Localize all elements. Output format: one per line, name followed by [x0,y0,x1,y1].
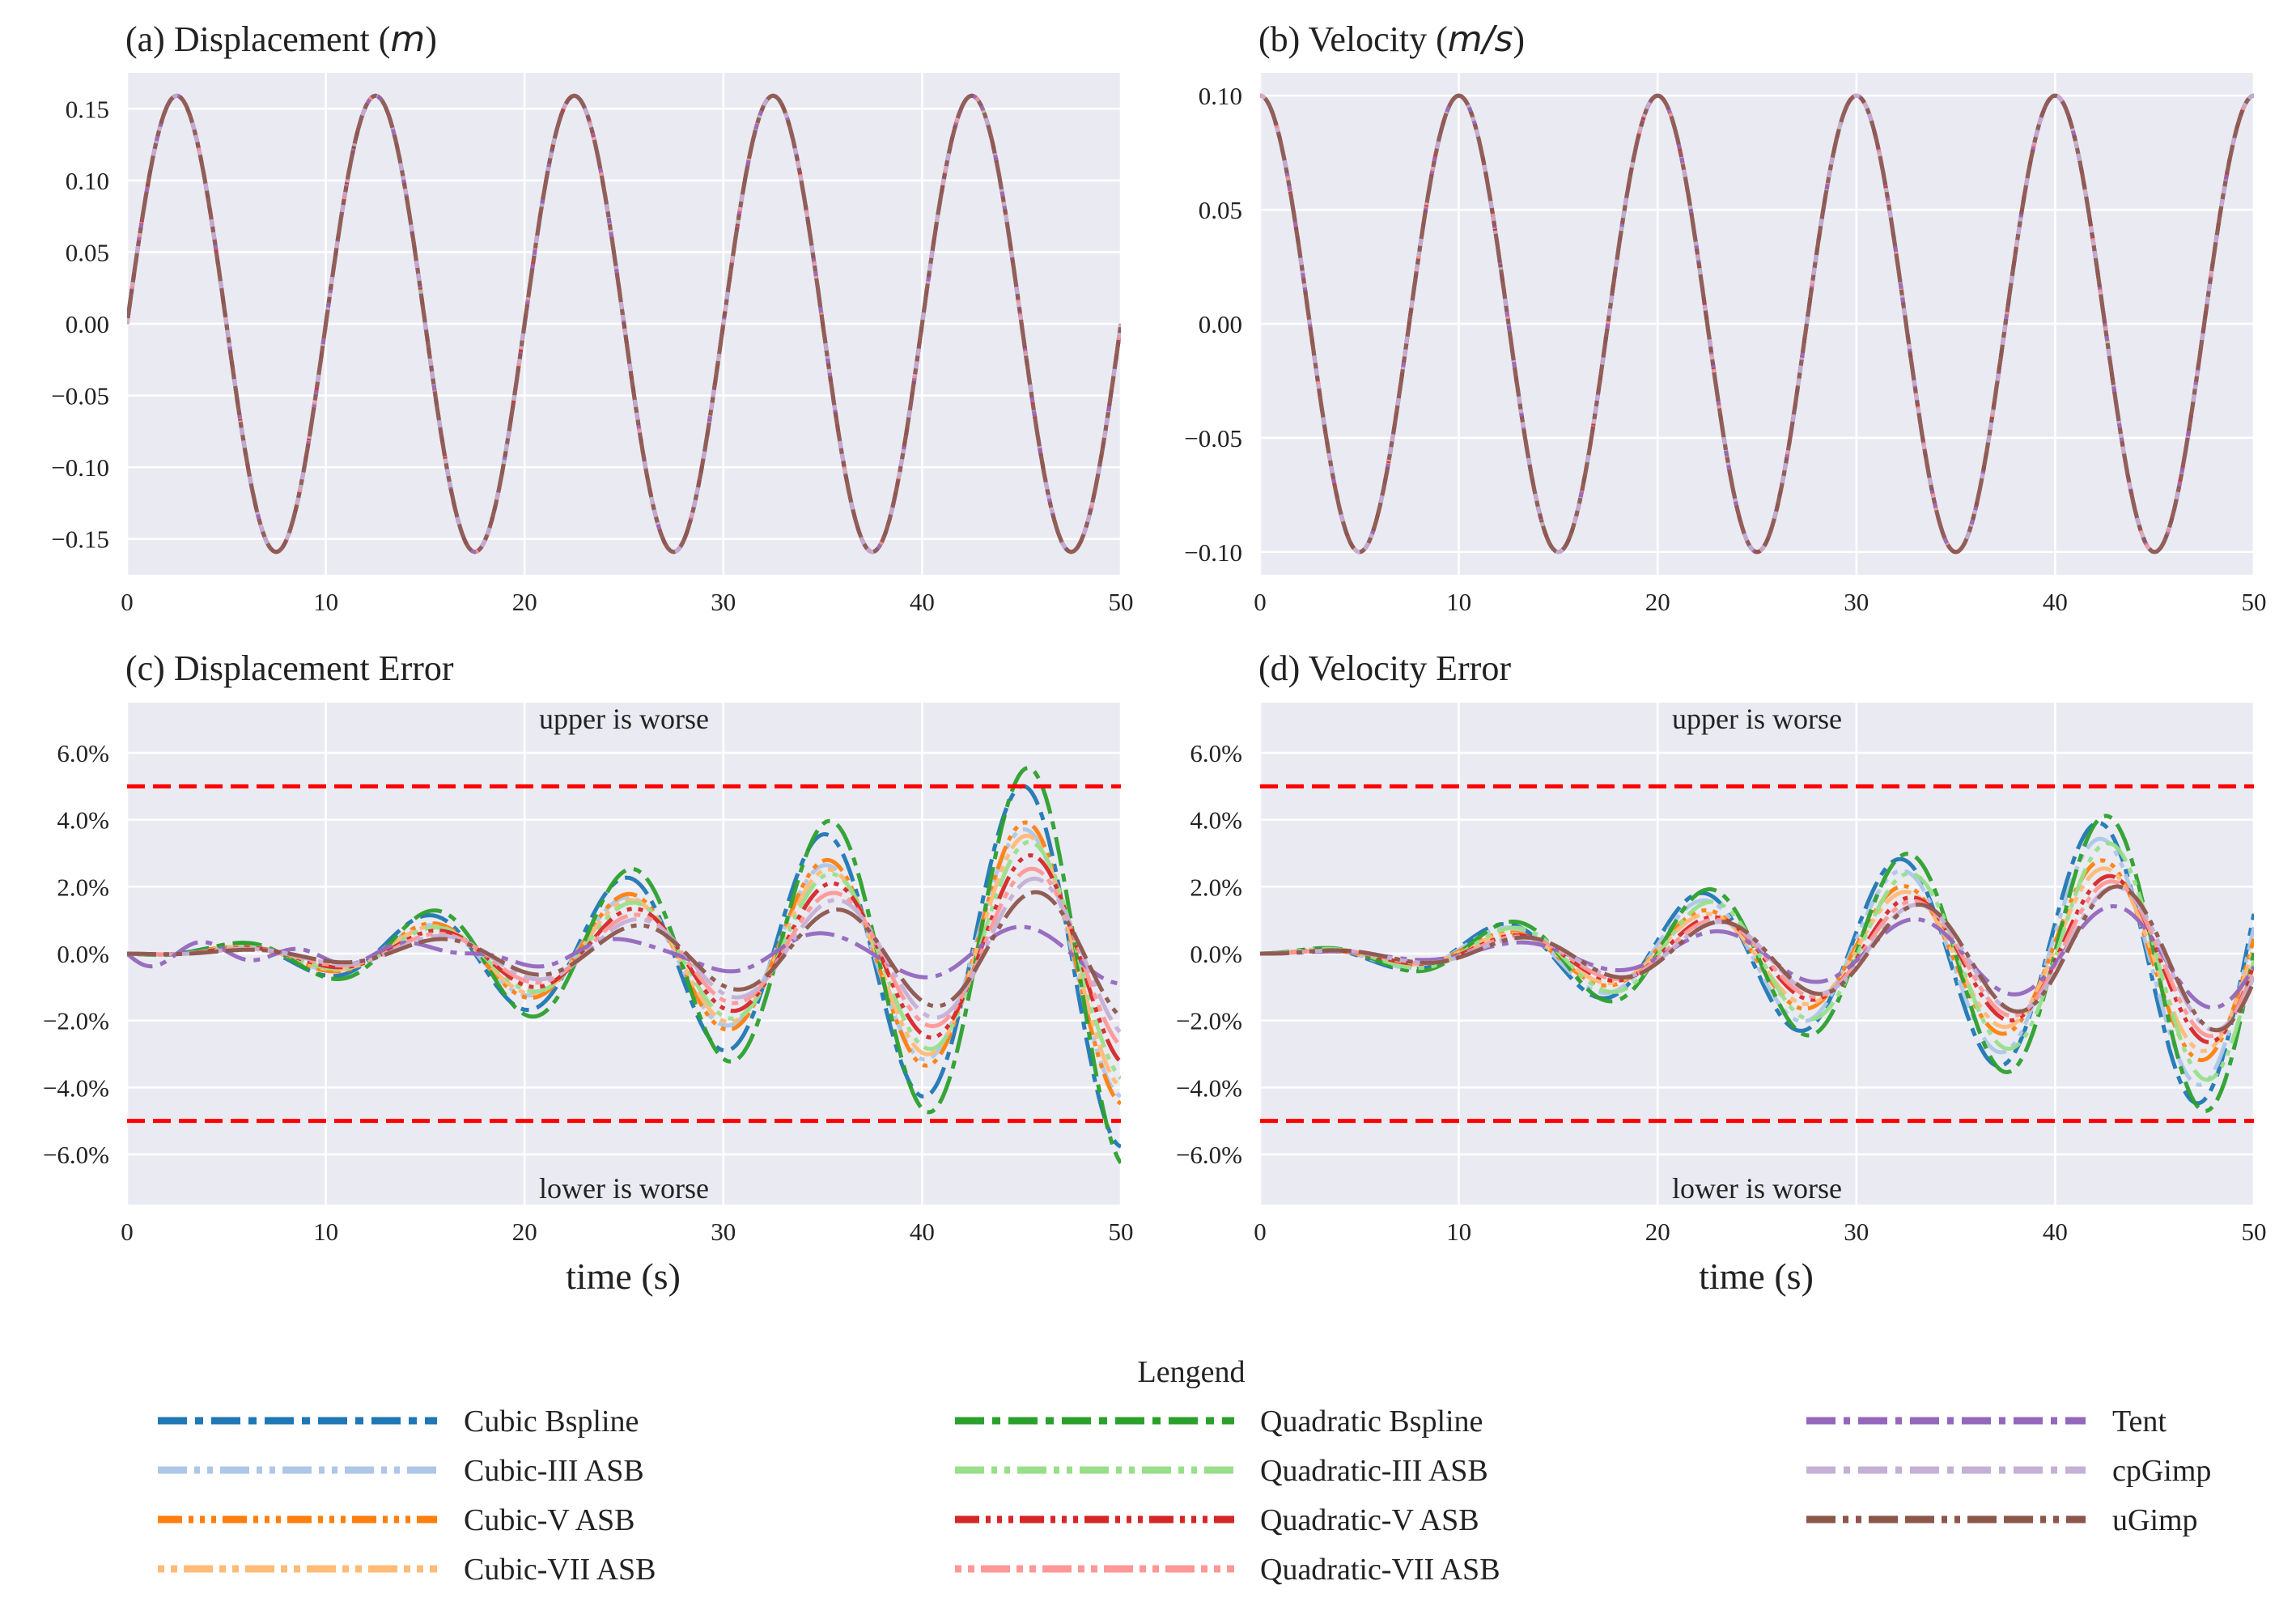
series-line-4 [1260,814,2254,1113]
y-tick-label: 0.00 [1199,310,1242,338]
panel-a-title: (a) Displacement (m) [125,19,437,60]
x-tick-label: 40 [2043,588,2068,616]
y-tick-label: 0.0% [57,940,109,968]
x-tick-label: 20 [1645,1218,1670,1246]
x-tick-label: 10 [1446,588,1471,616]
x-tick-label: 0 [1254,588,1267,616]
series-line-10 [1260,93,2254,555]
x-tick-label: 20 [512,588,537,616]
y-tick-label: −0.10 [51,453,109,482]
x-tick-label: 30 [711,1218,736,1246]
panel-d-title: (d) Velocity Error [1258,648,1511,688]
panel-c-displacement-error: 0 10 20 30 40 50 6.0% 4.0% 2.0% 0.0% −2.0% −4.0% −6.… [43,703,1134,1246]
legend-label: Tent [2112,1405,2167,1439]
y-tick-label: −6.0% [43,1141,109,1169]
panel-d-xlabel: time (s) [1699,1256,1814,1297]
x-tick-label: 40 [910,1218,935,1246]
series-line-1 [1260,836,2254,1087]
y-tick-label: −0.15 [51,525,109,554]
x-tick-label: 30 [711,588,736,616]
y-tick-label: 4.0% [1190,806,1242,835]
x-tick-label: 50 [1109,588,1134,616]
panel-c-xlabel: time (s) [566,1256,681,1297]
series-line-2 [127,820,1121,1106]
y-tick-label: −0.05 [1184,424,1242,453]
series-line-8 [1260,904,2254,1010]
x-tick-label: 0 [1254,1218,1267,1246]
series-line-10 [127,93,1121,555]
lower-note: lower is worse [539,1172,709,1205]
y-tick-label: −4.0% [1176,1073,1242,1102]
series-line-4 [127,766,1121,1165]
series-line-0 [1260,820,2254,1106]
x-tick-label: 20 [1645,588,1670,616]
legend-label: uGimp [2112,1503,2198,1537]
panel-d-velocity-error: 0 10 20 30 40 50 6.0% 4.0% 2.0% 0.0% −2.0% −4.0% −6.… [1176,703,2267,1246]
y-tick-label: 6.0% [57,739,109,767]
x-tick-label: 50 [1109,1218,1134,1246]
y-tick-label: 6.0% [1190,739,1242,767]
x-tick-label: 0 [121,1218,134,1246]
legend-label: Cubic-III ASB [464,1454,644,1488]
upper-note: upper is worse [1672,703,1842,735]
x-tick-label: 10 [313,1218,338,1246]
panel-c-title: (c) Displacement Error [125,648,454,688]
x-tick-label: 10 [313,588,338,616]
y-tick-label: 0.05 [66,238,109,266]
x-tick-label: 0 [121,588,134,616]
series-line-6 [127,853,1121,1064]
series-line-8 [127,924,1121,986]
y-tick-label: 2.0% [57,873,109,901]
legend-label: Quadratic-III ASB [1260,1454,1488,1488]
x-tick-label: 10 [1446,1218,1471,1246]
legend-label: Cubic-V ASB [464,1503,635,1537]
y-tick-label: 4.0% [57,806,109,835]
x-tick-label: 50 [2242,1218,2267,1246]
y-tick-label: −6.0% [1176,1141,1242,1169]
legend: Cubic Bspline Cubic-III ASB Cubic-V ASB Cub… [158,1405,2211,1587]
x-tick-label: 50 [2242,588,2267,616]
panel-d-series [1260,814,2254,1113]
y-tick-label: 0.10 [66,167,109,195]
y-tick-label: 0.00 [66,310,109,338]
legend-label: cpGimp [2112,1454,2211,1488]
x-tick-label: 30 [1844,588,1869,616]
series-line-2 [1260,858,2254,1063]
y-tick-label: 0.15 [66,95,109,123]
legend-label: Cubic Bspline [464,1405,639,1439]
x-tick-label: 40 [910,588,935,616]
x-tick-label: 40 [2043,1218,2068,1246]
panel-b-velocity: 0 10 20 30 40 50 0.10 0.05 0.00 −0.05 −0.10 [1184,73,2267,616]
y-tick-label: 2.0% [1190,873,1242,901]
legend-title: Lengend [1138,1355,1246,1389]
panel-b-title: (b) Velocity (m/s) [1258,19,1525,60]
series-line-10 [127,890,1121,1019]
legend-label: Cubic-VII ASB [464,1553,656,1587]
series-line-5 [127,839,1121,1080]
y-tick-label: 0.10 [1199,82,1242,110]
legend-label: Quadratic-V ASB [1260,1503,1479,1537]
y-tick-label: −0.10 [1184,538,1242,567]
y-tick-label: −4.0% [43,1073,109,1102]
panel-c-series [127,766,1121,1165]
x-tick-label: 20 [512,1218,537,1246]
lower-note: lower is worse [1672,1172,1842,1205]
y-tick-label: −0.05 [51,382,109,410]
panel-a-displacement: 0 10 20 30 40 50 0.15 0.10 0.05 0.00 −0.05 −0.10 −0.… [51,73,1134,616]
upper-note: upper is worse [539,703,709,735]
legend-label: Quadratic Bspline [1260,1405,1483,1439]
y-tick-label: 0.0% [1190,940,1242,968]
panel-b-series [1260,93,2254,555]
y-tick-label: −2.0% [43,1007,109,1035]
series-line-10 [1260,884,2254,1033]
y-tick-label: 0.05 [1199,196,1242,224]
legend-label: Quadratic-VII ASB [1260,1553,1500,1587]
panel-a-series [127,93,1121,555]
x-tick-label: 30 [1844,1218,1869,1246]
y-tick-label: −2.0% [1176,1007,1242,1035]
